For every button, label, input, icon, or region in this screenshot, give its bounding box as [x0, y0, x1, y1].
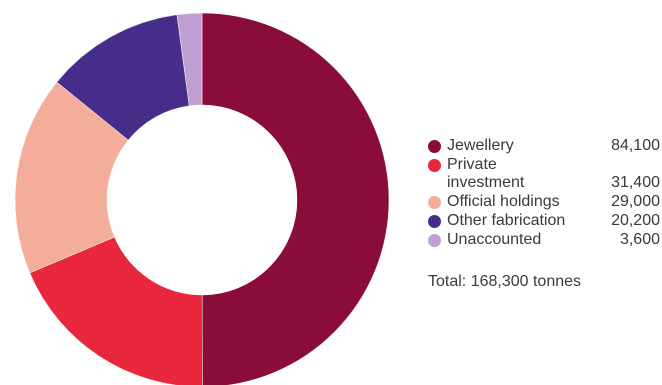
legend-label: Private investment [447, 156, 525, 191]
legend-value: 3,600 [619, 231, 660, 248]
chart-legend: Jewellery 84,100 Private investment 31,4… [428, 137, 662, 250]
legend-item-unaccounted: Unaccounted 3,600 [428, 231, 662, 249]
legend-swatch-official-holdings [428, 196, 441, 209]
legend-item-other-fabrication: Other fabrication 20,200 [428, 212, 662, 230]
donut-slice-private-investment [29, 236, 203, 385]
legend-item-private-investment: Private investment 31,400 [428, 156, 662, 192]
donut-slice-unaccounted [176, 12, 203, 107]
legend-label: Unaccounted [447, 231, 542, 248]
legend-value: 31,400 [611, 174, 660, 191]
legend-label: Jewellery [447, 137, 514, 154]
donut-slice-official-holdings [14, 81, 129, 274]
chart-total: Total: 168,300 tonnes [428, 273, 582, 290]
legend-label: Other fabrication [447, 212, 566, 229]
legend-swatch-private-investment [428, 159, 441, 172]
legend-swatch-jewellery [428, 140, 441, 153]
legend-item-jewellery: Jewellery 84,100 [428, 137, 662, 155]
legend-value: 29,000 [611, 193, 660, 210]
donut-slice-jewellery [201, 12, 390, 385]
legend-swatch-other-fabrication [428, 215, 441, 228]
legend-swatch-unaccounted [428, 234, 441, 247]
legend-value: 20,200 [611, 212, 660, 229]
legend-item-official-holdings: Official holdings 29,000 [428, 193, 662, 211]
legend-label: Official holdings [447, 193, 560, 210]
legend-value: 84,100 [611, 137, 660, 154]
